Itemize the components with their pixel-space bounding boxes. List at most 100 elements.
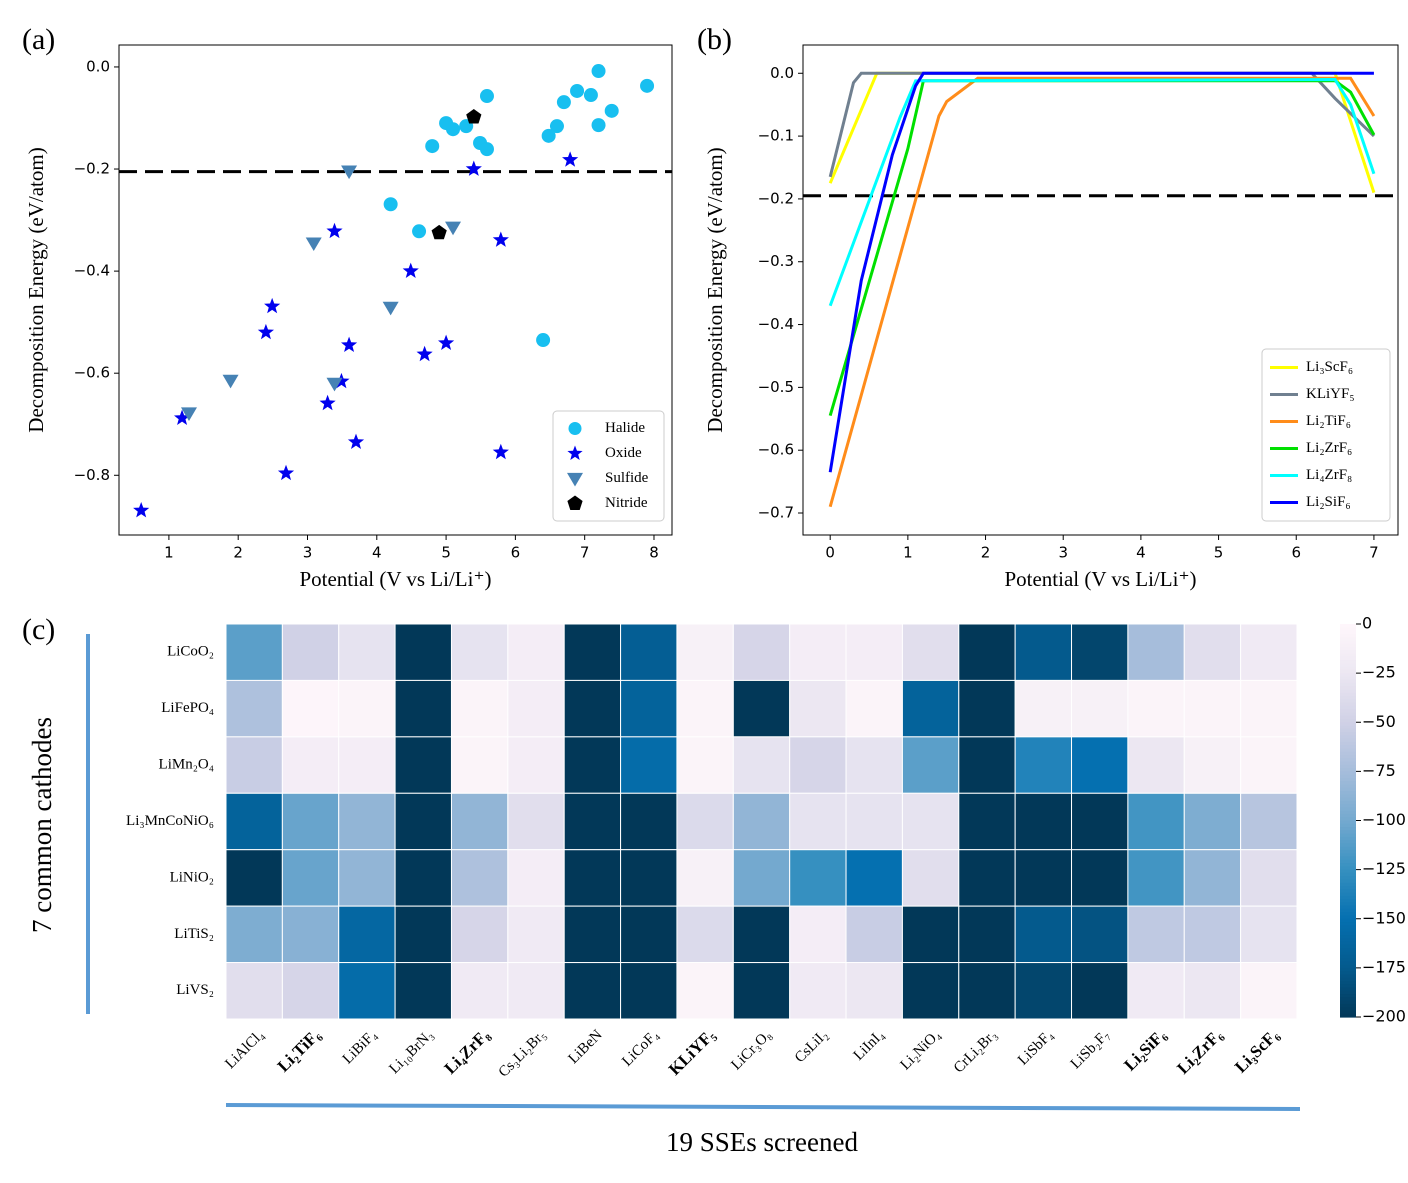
row-label: LiCoO₂ — [167, 644, 214, 660]
heatmap-cell — [281, 679, 340, 738]
y-tick-label: −0.2 — [74, 160, 110, 178]
heatmap-cell — [563, 792, 622, 851]
colorbar-segment — [1340, 944, 1356, 949]
legend-marker — [567, 472, 583, 487]
heatmap-cell — [1071, 905, 1129, 964]
heatmap-cell — [1240, 905, 1298, 964]
colorbar-segment — [1340, 879, 1356, 884]
colorbar-segment — [1340, 912, 1356, 917]
colorbar-segment — [1340, 692, 1356, 697]
colorbar-segment — [1340, 705, 1356, 710]
colorbar-segment — [1340, 777, 1356, 782]
panel-label: (b) — [697, 23, 732, 56]
heatmap-cell — [507, 849, 565, 907]
data-point — [277, 464, 295, 481]
colorbar-segment — [1340, 679, 1356, 684]
heatmap-cell — [507, 905, 565, 964]
data-point — [431, 224, 447, 240]
colorbar-segment — [1340, 905, 1356, 910]
colorbar-segment — [1340, 764, 1356, 769]
heatmap-cell — [563, 679, 622, 738]
colorbar-segment — [1340, 849, 1356, 854]
colorbar-segment — [1340, 967, 1356, 972]
colorbar-segment — [1340, 863, 1356, 867]
heatmap-cell — [620, 905, 678, 964]
column-label: Li₄ZrF₈ — [441, 1025, 494, 1078]
y-tick-label: −0.1 — [758, 127, 794, 145]
column-label: LiAlCl₄ — [222, 1027, 267, 1072]
heatmap-cell — [1127, 962, 1185, 1020]
colorbar-segment — [1340, 941, 1356, 946]
colorbar-segment — [1340, 715, 1356, 720]
column-label: Li₃ScF₆ — [1231, 1025, 1282, 1076]
colorbar-segment — [1340, 732, 1356, 736]
heatmap-cell — [394, 679, 452, 738]
data-point — [264, 297, 281, 314]
data-point — [326, 377, 343, 392]
column-label: CsLiI₂ — [792, 1027, 831, 1066]
x-tick-label: 5 — [1214, 544, 1224, 562]
heatmap-cell — [958, 736, 1016, 794]
heatmap-cell — [394, 736, 452, 794]
colorbar-segment — [1340, 922, 1356, 926]
heatmap-cell — [1127, 736, 1185, 794]
heatmap-cell — [450, 736, 509, 794]
colorbar-tick-label: −75 — [1362, 761, 1396, 780]
legend-label: Nitride — [605, 495, 648, 511]
colorbar-segment — [1340, 1000, 1356, 1005]
heatmap-cell — [563, 623, 622, 681]
colorbar-segment — [1340, 712, 1356, 717]
heatmap-cell — [394, 849, 452, 907]
heatmap-cell — [1240, 679, 1298, 738]
colorbar-segment — [1340, 761, 1356, 766]
heatmap-cell — [676, 736, 734, 794]
heatmap-cell — [338, 905, 396, 964]
data-point — [549, 119, 564, 134]
colorbar-segment — [1340, 961, 1356, 966]
heatmap-cell — [620, 962, 678, 1020]
heatmap-cell — [1240, 962, 1298, 1020]
heatmap-cell — [338, 736, 396, 794]
data-point — [570, 83, 585, 98]
colorbar-segment — [1340, 876, 1356, 881]
heatmap-cell — [1127, 679, 1185, 738]
heatmap-cell — [789, 623, 847, 681]
row-label: LiTiS₂ — [174, 926, 214, 942]
row-label: LiMn₂O₄ — [159, 757, 214, 773]
legend-label: Halide — [605, 420, 645, 436]
colorbar-segment — [1340, 872, 1356, 877]
data-point — [591, 64, 606, 79]
legend-box — [552, 410, 665, 522]
y-axis-label: Decomposition Energy (eV/atom) — [24, 147, 48, 432]
heatmap-cell — [1014, 849, 1073, 907]
colorbar-segment — [1340, 925, 1356, 930]
colorbar-segment — [1340, 915, 1356, 920]
heatmap-cell — [732, 962, 791, 1020]
heatmap-cell — [845, 679, 903, 738]
colorbar-segment — [1340, 702, 1356, 707]
heatmap-cell — [789, 736, 847, 794]
colorbar-segment — [1340, 699, 1356, 704]
colorbar-segment — [1340, 836, 1356, 841]
heatmap-cell — [1183, 905, 1242, 964]
colorbar-segment — [1340, 813, 1356, 818]
heatmap-cell — [1127, 905, 1185, 964]
heatmap-cell — [1014, 792, 1073, 851]
legend-label: Sulfide — [605, 470, 649, 486]
data-point — [382, 301, 399, 316]
colorbar-segment — [1340, 833, 1356, 838]
heatmap-cell — [225, 792, 283, 851]
colorbar-segment — [1340, 866, 1356, 871]
colorbar-segment — [1340, 800, 1356, 805]
heatmap-cell — [789, 905, 847, 964]
colorbar-segment — [1340, 820, 1356, 825]
legend-label: KLiYF₅ — [1306, 386, 1355, 402]
data-point — [446, 122, 461, 137]
heatmap-cell — [732, 623, 791, 681]
heatmap-cell — [845, 792, 903, 851]
heatmap-cell — [225, 679, 283, 738]
legend-marker — [568, 422, 582, 435]
heatmap-cell — [901, 736, 960, 794]
legend-marker — [567, 495, 583, 510]
x-tick-label: 7 — [1369, 544, 1379, 562]
